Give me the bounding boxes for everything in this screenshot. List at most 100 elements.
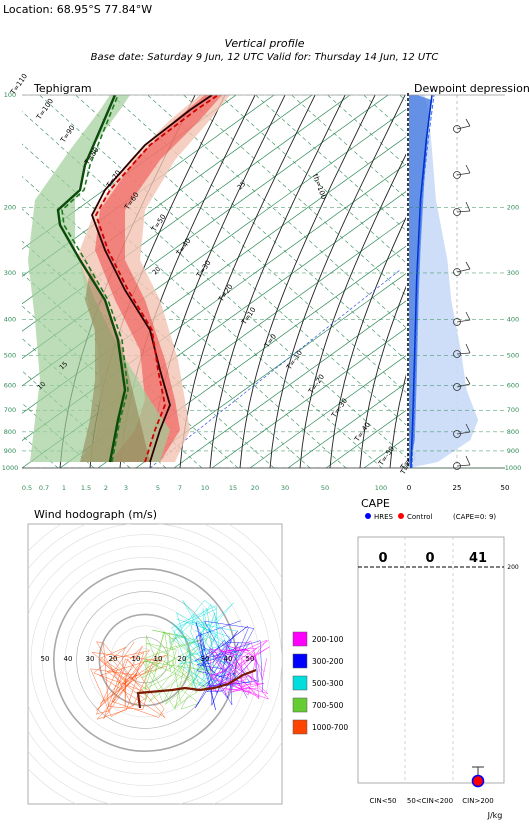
ddep-pressure-label: 800 [507, 428, 519, 436]
mixing-ratio-tick-label: 15 [229, 484, 237, 492]
mixing-ratio-tick-label: 5 [156, 484, 160, 492]
theta-label: 20 [151, 265, 163, 277]
hodograph-ring [98, 613, 192, 707]
theta-e-label: th=100 [311, 173, 328, 201]
wind-barb-staff [456, 268, 471, 273]
mixing-ratio-tick-label: 2 [104, 484, 108, 492]
hodograph-member-trace [173, 604, 237, 689]
moist-adiabat-line [269, 95, 406, 468]
mixing-ratio-tick-label: 7 [178, 484, 182, 492]
dry-adiabat-line [111, 95, 406, 361]
hodograph-title: Wind hodograph (m/s) [34, 508, 157, 521]
hodograph-ring-label: 50 [246, 655, 255, 663]
hodograph-ring [30, 545, 260, 775]
wind-barb-flag [465, 118, 471, 127]
wind-barb-circle [453, 318, 461, 326]
wind-barb-flag [465, 423, 471, 433]
dry-adiabat-line [219, 95, 406, 264]
ddep-hres-line [410, 94, 433, 469]
isotherm-line [249, 355, 406, 468]
cape-count-label: 41 [469, 551, 487, 566]
isotherm-label: T=-50 [377, 445, 397, 468]
hodograph-ring-label: 20 [178, 655, 187, 663]
isotherm-label: T=100 [35, 97, 56, 122]
hodograph-legend-swatch [292, 631, 308, 647]
moist-adiabat-line [329, 216, 406, 468]
isotherm-label: T=110 [9, 72, 30, 97]
wind-barb-flag [465, 455, 471, 466]
isotherm-line [22, 109, 406, 387]
isotherm-line [135, 273, 406, 468]
dry-adiabat-line [255, 95, 406, 231]
wind-barb-flag [465, 343, 471, 354]
wind-barb-flag [465, 311, 471, 321]
cape-count-label: 0 [425, 551, 434, 566]
hodograph-legend-label: 500-300 [312, 679, 344, 688]
pressure-tick-label: 200 [4, 203, 16, 211]
hodograph-ring-label: 40 [64, 655, 73, 663]
cape-category-label: CIN>200 [462, 797, 493, 805]
pressure-tick-label: 500 [4, 352, 16, 360]
hodograph-member-trace [209, 647, 264, 693]
moist-adiabat-line [299, 153, 406, 468]
mixing-ratio-tick-label: 100 [375, 484, 387, 492]
chart-subtitle: Base date: Saturday 9 Jun, 12 UTC Valid … [90, 52, 439, 63]
hodograph-legend-label: 1000-700 [312, 723, 348, 732]
temperature-spread-inner [95, 95, 222, 462]
dry-adiabat-line [75, 95, 406, 393]
hodograph-member-trace [198, 632, 233, 706]
wind-barb-staff [456, 431, 471, 435]
chart-title: Vertical profile [224, 37, 305, 50]
cape-y-tick-label: 200 [507, 564, 519, 571]
dry-adiabat-line [327, 95, 406, 167]
hodograph-ring [28, 524, 282, 798]
dry-adiabat-line [22, 111, 406, 458]
wind-barb-flag [465, 261, 471, 270]
cape-legend-marker [398, 513, 404, 519]
ddep-control-line [411, 94, 435, 469]
hodograph-member-trace [169, 599, 243, 690]
hodograph-member-trace [93, 646, 151, 715]
mixing-ratio-tick-label: 0.7 [39, 484, 49, 492]
reference-line [149, 269, 401, 468]
hodograph-ring [28, 534, 271, 786]
cape-note-label: (CAPE=0: 9) [453, 513, 496, 521]
cape-legend-label: HRES [374, 513, 394, 521]
hodograph-member-trace [148, 663, 209, 710]
ddep-pressure-label: 600 [507, 381, 519, 389]
mixing-ratio-tick-label: 1 [62, 484, 66, 492]
hodograph-member-trace [224, 639, 267, 700]
hodograph-member-trace [99, 643, 167, 719]
hodograph-ring-label: 50 [41, 655, 50, 663]
ddep-x-tick-label: 0 [407, 484, 411, 492]
isotherm-line [211, 327, 406, 468]
ddep-pressure-label: 500 [507, 352, 519, 360]
mixing-ratio-tick-label: 3 [124, 484, 128, 492]
wind-barb-flag [465, 164, 471, 174]
hodograph-member-trace [91, 641, 163, 710]
wind-barb-circle [453, 268, 461, 276]
dewpoint-hres-line [56, 95, 127, 463]
dry-adiabat-line [363, 95, 406, 134]
hodograph-legend-swatch [292, 719, 308, 735]
location-label: Location: 68.95°S 77.84°W [3, 3, 153, 16]
hodograph-member-trace [195, 620, 245, 710]
ddep-x-tick-label: 25 [453, 484, 462, 492]
hodograph-ring-label: 10 [154, 655, 163, 663]
wind-barb-flag [465, 376, 471, 385]
isotherm-label: T=-10 [285, 349, 305, 372]
mixing-ratio-tick-label: 10 [201, 484, 209, 492]
hodograph-legend-swatch [292, 697, 308, 713]
isotherm-label: T=90 [59, 124, 77, 145]
isotherm-line [287, 382, 406, 468]
wind-barb-flag [465, 201, 471, 212]
hodograph-member-trace [176, 602, 238, 686]
mixing-ratio-tick-label: 30 [281, 484, 289, 492]
moist-adiabat-line [389, 374, 406, 468]
hodograph-ring-label: 30 [86, 655, 95, 663]
dewpoint-control-line [61, 95, 129, 463]
cape-marker [471, 774, 485, 788]
cape-count-label: 0 [378, 551, 387, 566]
hodograph-ring [133, 648, 157, 672]
pressure-tick-label: 700 [4, 406, 16, 414]
